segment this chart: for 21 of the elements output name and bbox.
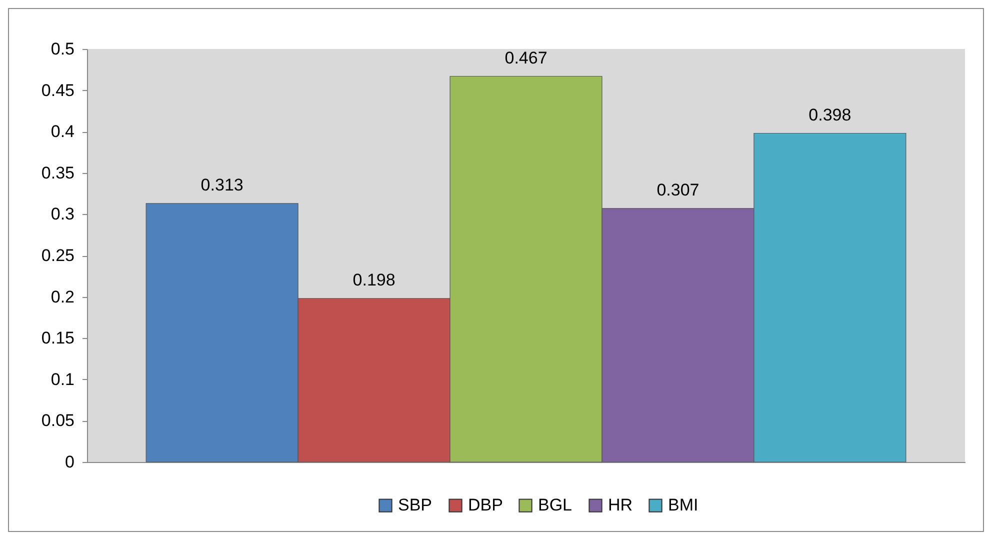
y-tick-label: 0.15 <box>41 328 74 348</box>
data-label: 0.307 <box>656 180 700 200</box>
y-tick-label: 0.35 <box>41 163 74 182</box>
y-tick-label: 0.2 <box>50 287 74 306</box>
legend-label: BMI <box>668 496 698 515</box>
y-tick-label: 0.3 <box>50 204 74 224</box>
data-label: 0.467 <box>504 48 548 68</box>
data-label: 0.398 <box>808 105 852 124</box>
data-label: 0.313 <box>200 175 244 194</box>
y-tick-label: 0.1 <box>50 370 74 389</box>
y-tick-label: 0 <box>65 452 74 472</box>
legend-label: HR <box>608 496 633 515</box>
y-tick-label: 0.45 <box>41 80 74 100</box>
legend-label: BGL <box>538 496 572 515</box>
y-tick-label: 0.25 <box>41 246 74 265</box>
legend-label: DBP <box>468 496 503 515</box>
legend-label: SBP <box>398 496 432 515</box>
y-tick-label: 0.05 <box>41 411 74 430</box>
y-tick-label: 0.4 <box>50 122 74 142</box>
data-label: 0.198 <box>352 270 396 290</box>
y-tick-label: 0.5 <box>50 40 74 58</box>
